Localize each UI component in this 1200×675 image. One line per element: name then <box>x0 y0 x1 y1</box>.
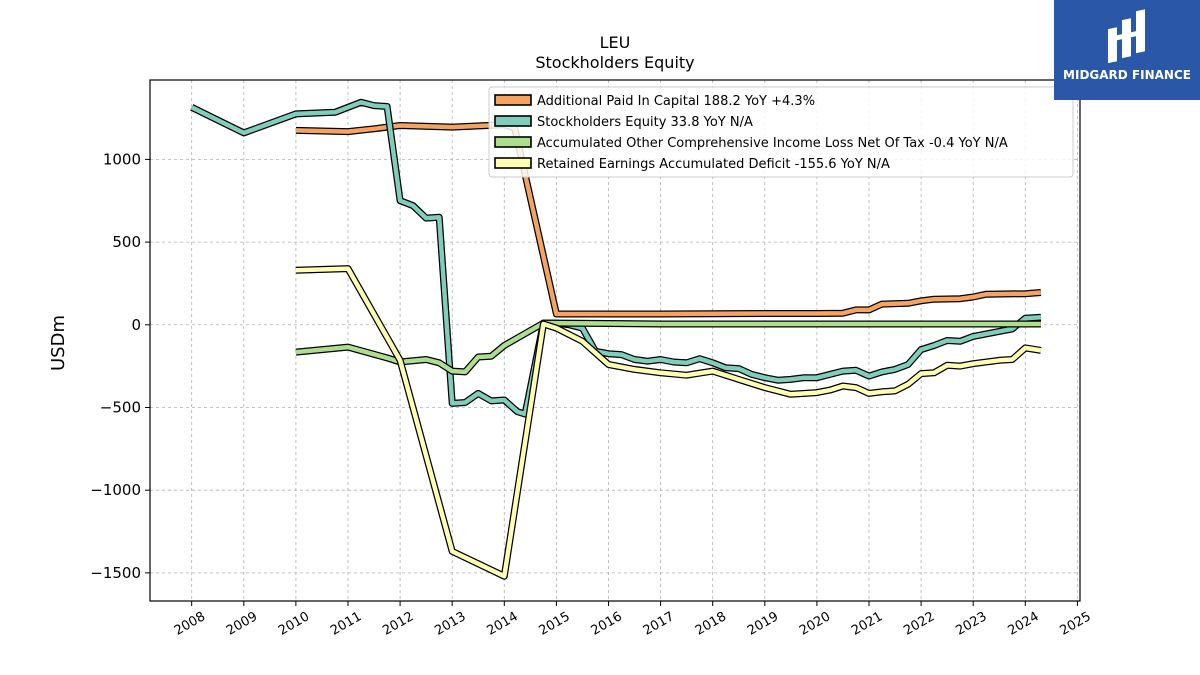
legend-label: Additional Paid In Capital 188.2 YoY +4.… <box>537 94 815 109</box>
y-tick-label: −1500 <box>90 564 141 582</box>
legend-label: Stockholders Equity 33.8 YoY N/A <box>537 115 753 130</box>
y-axis-label: USDm <box>48 315 69 371</box>
x-tick-label: 2023 <box>953 609 989 639</box>
series-1 <box>295 121 1042 318</box>
series-2 <box>190 98 1042 418</box>
chart-title: LEU <box>600 33 631 52</box>
y-tick-label: 500 <box>112 233 141 251</box>
legend-label: Retained Earnings Accumulated Deficit -1… <box>537 157 890 172</box>
series-layer <box>190 98 1042 580</box>
x-tick-label: 2018 <box>693 609 729 639</box>
series-4 <box>295 265 1042 580</box>
x-tick-label: 2009 <box>224 609 260 639</box>
legend-label: Accumulated Other Comprehensive Income L… <box>537 136 1008 151</box>
x-tick-label: 2017 <box>641 609 677 639</box>
x-tick-label: 2015 <box>537 609 573 639</box>
series-line <box>295 266 1042 579</box>
x-tick-label: 2014 <box>484 609 520 639</box>
x-axis-ticks: 2008 2009 2010 2011 2012 2013 2014 2015 2016 2017… <box>172 601 1094 639</box>
y-tick-label: 1000 <box>103 150 141 168</box>
x-tick-label: 2010 <box>276 609 312 639</box>
y-tick-label: −500 <box>100 398 141 416</box>
x-tick-label: 2020 <box>797 609 833 639</box>
legend-swatch <box>494 136 532 148</box>
y-axis-ticks: −1500 −1000 −500 0 500 1000 <box>90 150 150 582</box>
midgard-logo-icon <box>1108 9 1145 64</box>
y-tick-label: 0 <box>131 316 141 334</box>
legend: Additional Paid In Capital 188.2 YoY +4.… <box>488 86 1074 178</box>
x-tick-label: 2025 <box>1058 609 1094 639</box>
y-tick-label: −1000 <box>90 481 141 499</box>
legend-swatch <box>494 157 532 169</box>
legend-swatch <box>494 115 532 127</box>
x-tick-label: 2012 <box>380 609 416 639</box>
logo-text: MIDGARD FINANCE <box>1063 68 1191 82</box>
x-tick-label: 2008 <box>172 609 208 639</box>
legend-box <box>488 86 1074 178</box>
x-tick-label: 2019 <box>745 609 781 639</box>
series-line <box>295 122 1042 317</box>
x-tick-label: 2024 <box>1005 609 1041 639</box>
x-tick-label: 2011 <box>328 609 364 639</box>
series-line <box>190 100 1042 417</box>
x-tick-label: 2016 <box>589 609 625 639</box>
brand-logo: MIDGARD FINANCE <box>1054 0 1200 100</box>
chart-subtitle: Stockholders Equity <box>535 53 694 72</box>
x-tick-label: 2021 <box>849 609 885 639</box>
x-tick-label: 2022 <box>901 609 937 639</box>
axes-frame <box>149 79 1081 602</box>
x-tick-label: 2013 <box>432 609 468 639</box>
legend-swatch <box>494 94 532 106</box>
